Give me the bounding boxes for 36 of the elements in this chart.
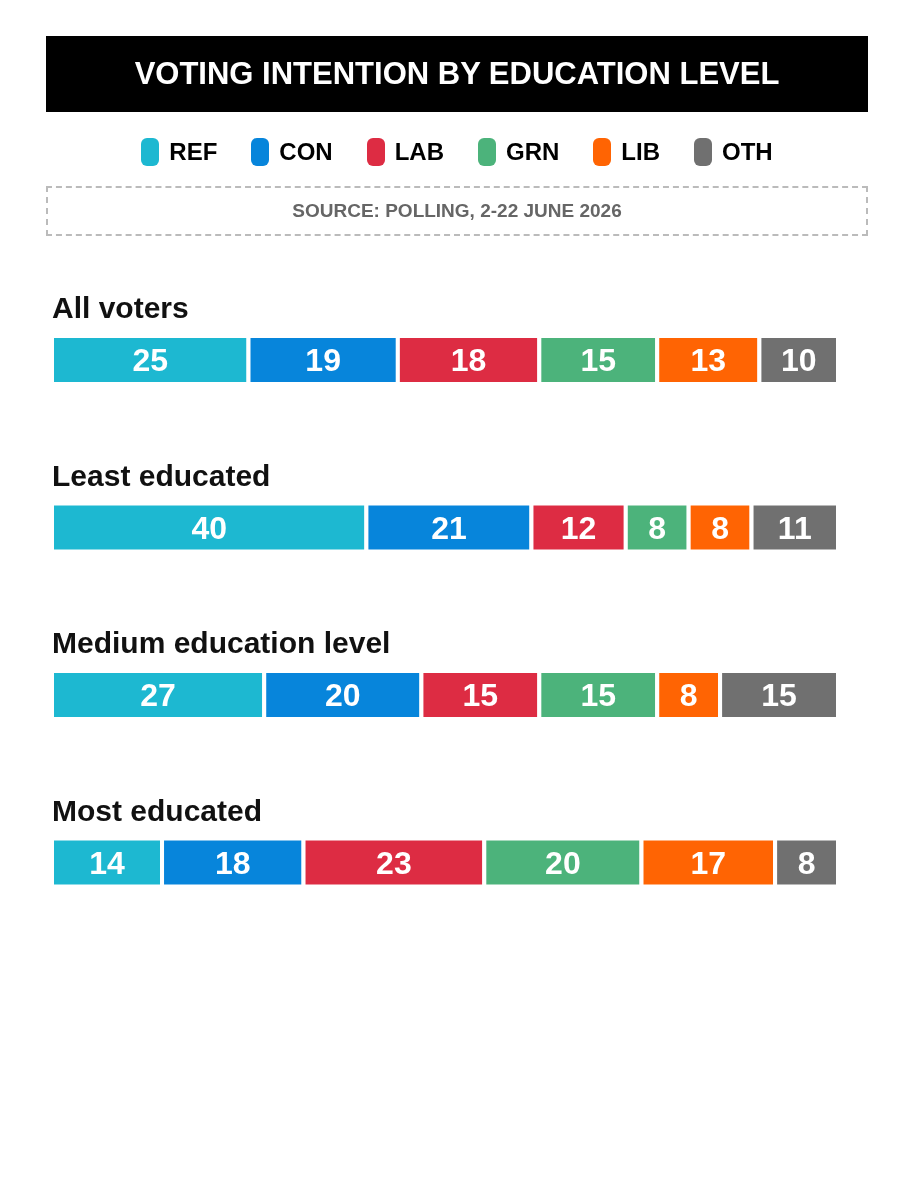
- data-label: 17: [690, 844, 727, 881]
- data-label: 8: [679, 677, 698, 714]
- y-tick-label: All voters: [52, 291, 189, 324]
- data-label: 19: [305, 342, 341, 379]
- y-tick-label: Medium education level: [52, 626, 391, 659]
- data-label: 8: [797, 844, 816, 881]
- data-label: 25: [132, 342, 169, 379]
- data-label: 20: [325, 677, 361, 714]
- data-label: 40: [191, 509, 227, 546]
- data-label: 18: [214, 844, 251, 881]
- legend-label: LIB: [621, 138, 660, 166]
- data-label: 10: [780, 342, 817, 379]
- legend-label: CON: [279, 138, 333, 166]
- source-note: SOURCE: POLLING, 2-22 JUNE 2026: [46, 186, 868, 236]
- data-label: 14: [89, 844, 126, 881]
- y-tick-label: Most educated: [52, 793, 263, 827]
- legend-label: REF: [169, 138, 218, 166]
- legend-label: GRN: [505, 138, 560, 166]
- data-label: 15: [580, 342, 617, 379]
- y-tick-label: Least educated: [52, 458, 271, 492]
- data-label: 11: [777, 509, 812, 546]
- data-label: 8: [648, 509, 667, 546]
- data-label: 15: [462, 677, 499, 714]
- legend-label: LAB: [394, 138, 444, 166]
- data-label: 18: [450, 342, 487, 379]
- data-label: 15: [580, 677, 617, 714]
- data-label: 20: [545, 844, 581, 881]
- data-label: 21: [431, 509, 467, 546]
- data-label: 12: [560, 509, 597, 546]
- data-label: 27: [140, 677, 176, 714]
- data-label: 15: [761, 677, 797, 714]
- data-label: 13: [690, 342, 727, 379]
- chart-title: VOTING INTENTION BY EDUCATION LEVEL: [46, 36, 868, 112]
- data-label: 8: [711, 509, 729, 546]
- legend-label: OTH: [722, 138, 773, 166]
- data-label: 23: [376, 844, 412, 881]
